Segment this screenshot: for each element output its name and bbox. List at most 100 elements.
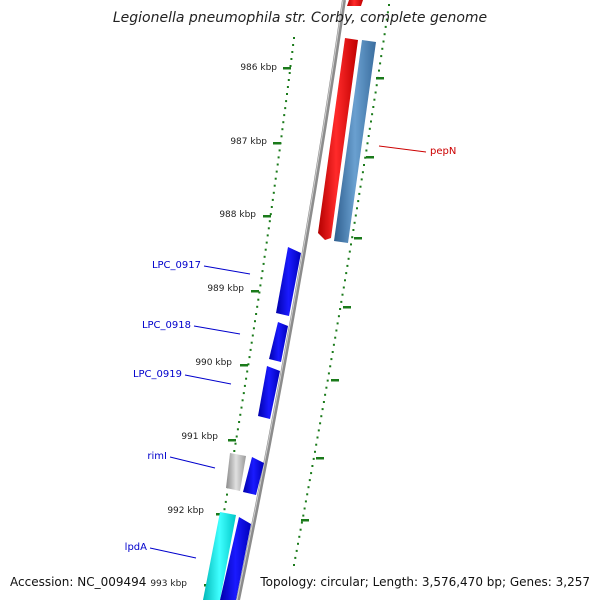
track-dot [386, 11, 389, 14]
major-tick [331, 379, 339, 382]
track-dot [300, 521, 303, 524]
track-dot [319, 422, 322, 425]
track-dot [366, 142, 369, 145]
track-dot [311, 465, 314, 467]
track-dot [276, 163, 279, 166]
track-dot [236, 428, 239, 431]
genome-summary: Topology: circular; Length: 3,576,470 bp… [260, 575, 590, 589]
map-title: Legionella pneumophila str. Corby, compl… [112, 10, 488, 26]
gene-lpdA-feature [220, 517, 251, 600]
track-dot [257, 298, 260, 301]
track-dot [280, 135, 283, 138]
track-dot [277, 156, 280, 159]
track-dot [364, 156, 367, 159]
track-dot [380, 55, 383, 58]
track-dot [267, 227, 270, 230]
track-dot [327, 372, 330, 375]
track-dot [250, 341, 253, 344]
track-dot [342, 286, 345, 289]
track-dot [266, 234, 269, 237]
outer-tick-track [293, 4, 390, 566]
track-dot [224, 500, 227, 503]
gene-label-lpdA[interactable]: lpdA [125, 542, 147, 553]
gene-leader-line [184, 374, 232, 385]
track-dot [308, 479, 311, 482]
track-dot [339, 308, 342, 310]
track-dot [294, 556, 297, 559]
track-dot [243, 384, 246, 387]
track-dot [307, 486, 310, 489]
gene-leader-line [149, 547, 197, 559]
track-dot [359, 185, 362, 188]
track-dot [286, 86, 289, 88]
track-dot [286, 93, 288, 95]
track-dot [259, 284, 262, 287]
major-tick [251, 290, 259, 293]
track-dot [274, 177, 277, 180]
track-dot [357, 200, 360, 203]
track-dot [388, 4, 390, 6]
track-dot [375, 84, 378, 87]
gene-label-pepN[interactable]: pepN [430, 146, 456, 157]
tick-label: 990 kbp [195, 358, 232, 368]
track-dot [303, 507, 306, 510]
track-dot [299, 528, 302, 531]
track-dot [346, 264, 349, 267]
track-dot [289, 65, 292, 67]
track-dot [293, 37, 295, 39]
track-dot [238, 421, 241, 423]
tick-label: 989 kbp [207, 284, 244, 294]
track-dot [378, 69, 380, 72]
track-dot [223, 508, 226, 511]
track-dot [330, 358, 333, 361]
major-tick [263, 215, 271, 218]
gene-leader-line [378, 145, 427, 153]
gene-label-LPC_0919[interactable]: LPC_0919 [133, 369, 182, 380]
gene-LPC_0918-feature [269, 322, 288, 362]
track-dot [370, 120, 372, 123]
track-dot [379, 62, 382, 65]
track-dot [270, 206, 273, 208]
track-dot [337, 315, 340, 318]
track-dot [360, 178, 363, 181]
track-dot [287, 79, 290, 81]
track-dot [384, 25, 387, 28]
gene-lpdA-cyan-feature [203, 512, 236, 600]
track-dot [385, 18, 388, 21]
tick-labels: 986 kbp 987 kbp 988 kbp 989 kbp 990 kbp 991 k… [150, 63, 277, 589]
track-dot [239, 413, 242, 416]
tick-label: 986 kbp [240, 63, 277, 73]
track-dot [317, 429, 320, 432]
gene-label-rimI[interactable]: rimI [147, 451, 167, 462]
track-dot [265, 241, 268, 244]
genome-backbone-highlight [236, 0, 344, 600]
track-dot [363, 164, 365, 166]
track-dot [316, 436, 319, 439]
track-dot [304, 500, 307, 503]
track-dot [273, 184, 276, 187]
track-dot [374, 91, 377, 94]
track-dot [288, 72, 291, 74]
track-dot [260, 277, 263, 280]
track-dot [247, 363, 250, 366]
track-dot [351, 236, 354, 239]
track-dot [310, 472, 313, 475]
track-dot [302, 514, 305, 517]
track-dot [340, 300, 343, 303]
track-dot [234, 442, 237, 445]
track-dot [281, 128, 284, 131]
track-dot [361, 171, 364, 174]
track-dot [329, 365, 332, 368]
track-dot [254, 320, 256, 323]
track-dot [335, 329, 338, 332]
track-dot [320, 415, 323, 418]
gene-label-LPC_0918[interactable]: LPC_0918 [142, 320, 191, 331]
gene-labels: pepN LPC_0917 LPC_0918 LPC_0919 rimI lpdA [125, 145, 456, 559]
track-dot [258, 291, 261, 294]
gene-LPC_0919-feature [258, 366, 280, 419]
track-dot [284, 107, 287, 110]
gene-label-LPC_0917[interactable]: LPC_0917 [152, 260, 201, 271]
major-tick [376, 77, 384, 80]
gene-leader-line [169, 456, 216, 469]
